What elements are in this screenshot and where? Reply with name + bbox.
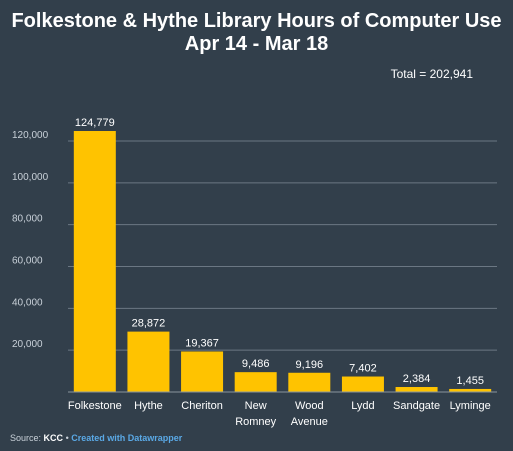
bar [341, 376, 384, 392]
bar-value-label: 124,779 [75, 117, 115, 129]
source-prefix: Source: [10, 433, 42, 443]
chart-title: Folkestone & Hythe Library Hours of Comp… [0, 10, 513, 56]
y-tick-label: 100,000 [12, 172, 49, 183]
total-label: Total = 202,941 [390, 67, 473, 81]
x-tick-label: Sandgate [393, 400, 440, 412]
bar [288, 372, 331, 392]
source-note: Source: KCC • Created with Datawrapper [10, 433, 182, 443]
bar [234, 372, 277, 392]
chart-subtitle: Apr 14 - Mar 18 [184, 33, 329, 55]
x-tick-label: Cheriton [181, 400, 223, 412]
chart-title-line1: Folkestone & Hythe Library Hours of Comp… [11, 10, 502, 32]
x-tick-label: New [245, 400, 267, 412]
x-tick-label: Romney [235, 416, 276, 428]
x-tick-label: Hythe [134, 400, 163, 412]
y-tick-label: 40,000 [12, 297, 43, 308]
bar [449, 388, 492, 392]
y-tick-label: 120,000 [12, 130, 49, 141]
bar-value-label: 1,455 [456, 375, 484, 387]
bar-value-label: 7,402 [349, 363, 377, 375]
x-tick-label: Wood [295, 400, 324, 412]
bar-value-label: 28,872 [132, 318, 166, 330]
bar-value-label: 9,486 [242, 358, 270, 370]
bar [181, 351, 224, 392]
bar [395, 387, 438, 392]
x-tick-label: Folkestone [68, 400, 122, 412]
source-name: KCC [43, 433, 64, 443]
y-tick-label: 80,000 [12, 214, 43, 225]
datawrapper-credit-link[interactable]: Created with Datawrapper [71, 433, 183, 443]
bar-value-label: 19,367 [185, 337, 219, 349]
x-tick-label: Lydd [351, 400, 374, 412]
bar [73, 131, 116, 393]
bar-value-label: 9,196 [296, 359, 324, 371]
bar [127, 331, 170, 392]
bar-value-label: 2,384 [403, 373, 431, 385]
x-tick-label: Lyminge [450, 400, 491, 412]
source-separator: • [65, 433, 69, 443]
x-tick-label: Avenue [291, 416, 328, 428]
y-tick-label: 20,000 [12, 339, 43, 350]
y-tick-label: 60,000 [12, 256, 43, 267]
